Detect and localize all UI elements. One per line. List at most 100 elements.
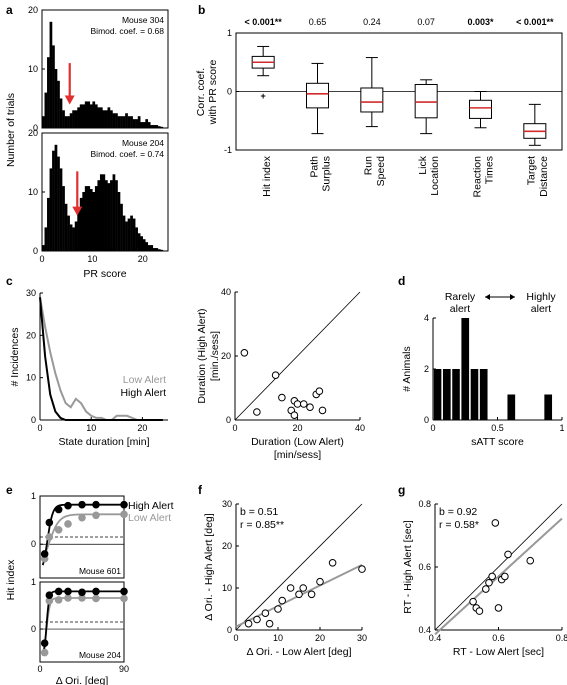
x-tick-label: 20 [137, 423, 147, 433]
y-axis-label-line1: Duration (High Alert) [196, 308, 208, 403]
histogram-bar [74, 221, 78, 251]
scatter-point [307, 590, 316, 599]
histogram-bar [160, 126, 164, 128]
histogram-bar [87, 186, 91, 251]
panel-label-e: e [6, 483, 13, 497]
x-tick-label: 0 [430, 423, 435, 433]
histogram-bar [64, 116, 68, 128]
histogram-bar [140, 122, 143, 128]
histogram-bar [102, 110, 106, 128]
y-axis-label: Δ Ori. - High Alert [deg] [203, 513, 215, 620]
x-axis-label: PR score [83, 268, 126, 280]
scatter-point [290, 411, 299, 420]
histogram-bar [42, 116, 45, 128]
scatter-point [491, 519, 500, 527]
high-alert-point [78, 588, 86, 597]
y-tick-label: 0.8 [418, 499, 431, 509]
scatter-point [358, 565, 366, 573]
high-alert-point [64, 587, 72, 596]
y-tick-label: -1 [224, 145, 232, 155]
histogram-bar [64, 203, 68, 251]
y-tick-label: 30 [26, 288, 36, 298]
y-axis-label: # Animals [401, 346, 413, 392]
unity-line [235, 503, 363, 631]
histogram-bar [67, 215, 70, 251]
panel-label-b: b [198, 3, 205, 17]
high-alert-point [92, 500, 100, 509]
histogram-bar [47, 57, 50, 129]
histogram-bar [82, 192, 86, 251]
slope-stat: b = 0.51 [240, 506, 278, 518]
y-tick-label: 30 [222, 499, 232, 509]
outlier-marker: + [261, 91, 266, 101]
histogram-bar [107, 107, 111, 128]
scatter-point [306, 403, 314, 412]
scatter-point [328, 559, 337, 567]
p-value-label: 0.003* [467, 17, 494, 27]
y-tick-label: 1 [227, 28, 232, 38]
histogram-bar [102, 174, 106, 251]
low-alert-point [92, 511, 100, 520]
histogram-bar [152, 125, 156, 128]
histogram-bar [470, 369, 479, 420]
p-value-label: < 0.001** [516, 17, 554, 27]
legend-low-alert: Low Alert [128, 512, 171, 524]
high-alert-point [120, 500, 128, 509]
high-alert-point [40, 550, 49, 558]
histogram-bar [147, 245, 151, 251]
histogram-bar [461, 318, 470, 420]
p-value-label: 0.24 [363, 17, 381, 27]
bimodality-label: Bimod. coef. = 0.68 [91, 26, 165, 36]
panel-b-boxplot: -1 0 1 + < 0.001** Hit index 0.65 PathSurplus 0.… [195, 17, 563, 197]
histogram-bar [155, 125, 159, 128]
box-iqr [414, 83, 438, 119]
histogram-bar [112, 174, 116, 251]
category-label: TargetDistance [526, 156, 550, 197]
mouse-label: Mouse 204 [79, 650, 121, 660]
histogram-bar [69, 113, 73, 128]
histogram-bar [77, 209, 80, 251]
y-axis-label-line1: Corr. coef. [195, 68, 207, 116]
histogram-bar [72, 227, 75, 251]
y-axis-label: RT - High Alert [sec] [402, 520, 414, 614]
x-tick-label: 0.5 [491, 423, 504, 433]
panel-label-d: d [398, 274, 405, 288]
histogram-bar [110, 180, 113, 251]
scatter-point [299, 400, 308, 408]
scatter-point [315, 387, 324, 396]
histogram-bar [62, 110, 65, 128]
unity-line [234, 291, 361, 421]
histogram-bar [442, 369, 451, 420]
y-tick-label: 0 [227, 87, 232, 97]
x-axis-label: sATT score [471, 436, 524, 448]
low-alert-point [78, 513, 86, 522]
histogram-bar [157, 126, 161, 128]
high-alert-point [54, 587, 63, 596]
y-tick-label: 0 [31, 624, 36, 634]
y-tick-label: 10 [28, 187, 38, 197]
histogram-bar [79, 197, 83, 251]
low-alert-point [54, 525, 63, 534]
scatter-point [475, 607, 484, 615]
scatter-point [240, 349, 249, 357]
histogram-bar [433, 369, 442, 420]
highly-alert-label-line2: alert [531, 303, 552, 315]
histogram-bar [77, 107, 80, 128]
box-iqr [360, 87, 384, 113]
high-alert-point [64, 501, 72, 510]
scatter-point [286, 584, 295, 592]
low-alert-point [64, 594, 72, 602]
low-alert-fit-curve [41, 597, 124, 654]
scatter-point [265, 619, 274, 628]
legend-high-alert: High Alert [128, 500, 174, 512]
histogram-bar [89, 104, 93, 128]
scatter-point [293, 400, 302, 408]
y-axis-label-line2: with PR score [207, 59, 219, 125]
histogram-bar [122, 215, 126, 251]
histogram-bar [137, 233, 141, 251]
histogram-bar [89, 189, 93, 251]
x-axis-label: Δ Ori. - Low Alert [deg] [246, 646, 351, 658]
